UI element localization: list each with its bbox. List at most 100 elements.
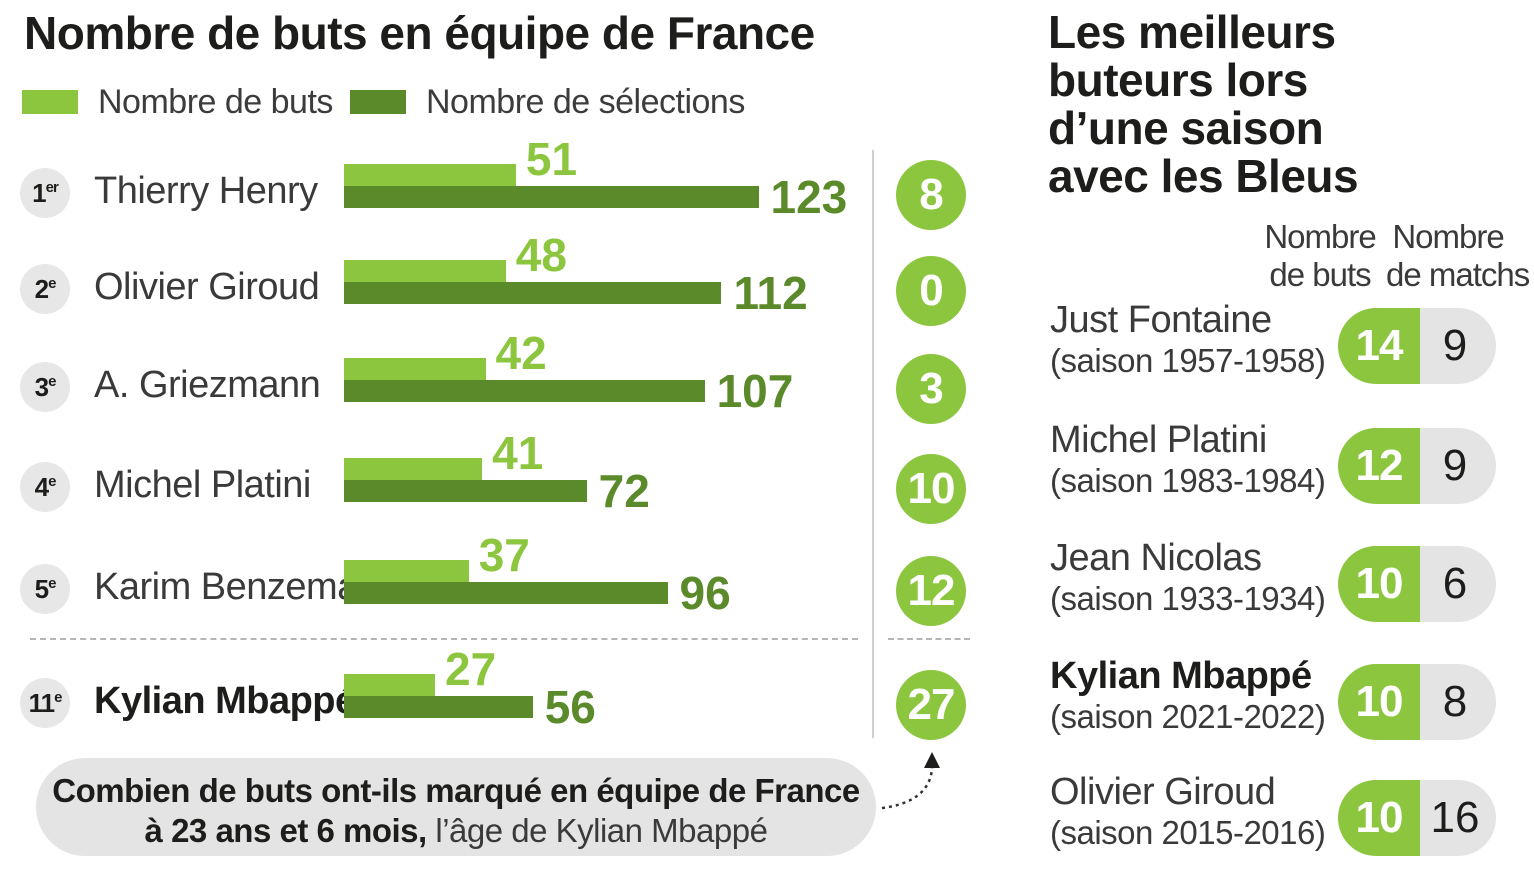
legend-label-goals: Nombre de buts <box>98 82 333 121</box>
rank-number: 11 <box>28 687 55 718</box>
dotted-arrow-icon <box>881 752 940 810</box>
player-name: Thierry Henry <box>94 170 318 212</box>
column-divider <box>872 150 874 738</box>
value-label-goals: 37 <box>478 529 530 581</box>
table-title: Les meilleurs buteurs lors d’une saison … <box>1048 8 1518 200</box>
matches-value: 9 <box>1420 428 1496 504</box>
player-name: Karim Benzema <box>94 566 358 608</box>
scorer-season: (saison 1957-1958) <box>1050 342 1326 379</box>
rank-suffix: e <box>48 274 56 292</box>
bar-selections <box>344 480 587 502</box>
goals-value: 10 <box>1338 546 1420 622</box>
bar-goals <box>344 358 486 380</box>
stats-pill: 10 8 <box>1338 664 1496 740</box>
bar-selections <box>344 582 668 604</box>
rank-number: 1 <box>32 177 47 208</box>
value-label-goals: 41 <box>492 427 544 479</box>
scorer-season: (saison 1983-1984) <box>1050 462 1326 499</box>
goals-at-23-circle: 10 <box>896 454 966 524</box>
stats-pill: 12 9 <box>1338 428 1496 504</box>
value-label-selections: 56 <box>544 681 596 733</box>
bar-goals <box>344 674 435 696</box>
note-line-2: à 23 ans et 6 mois, l’âge de Kylian Mbap… <box>36 812 876 850</box>
chart-title: Nombre de buts en équipe de France <box>24 7 815 59</box>
question-note: Combien de buts ont-ils marqué en équipe… <box>36 758 876 856</box>
rank-suffix: e <box>48 372 56 390</box>
value-label-selections: 96 <box>679 567 731 619</box>
legend-item-selections: Nombre de sélections <box>350 80 745 124</box>
stats-pill: 10 16 <box>1338 780 1496 856</box>
player-name: Michel Platini <box>94 464 311 506</box>
stats-pill: 14 9 <box>1338 308 1496 384</box>
bar-selections <box>344 696 533 718</box>
separator-dashed-left <box>30 638 858 640</box>
value-label-goals: 27 <box>444 643 497 695</box>
bar-goals <box>344 560 469 582</box>
table-title-line: Les meilleurs <box>1048 6 1336 58</box>
goals-at-23-circle: 8 <box>896 160 966 230</box>
value-label-goals: 42 <box>495 327 547 379</box>
separator-dashed-right <box>888 638 970 640</box>
player-name: Olivier Giroud <box>94 266 320 308</box>
rank-number: 5 <box>34 573 50 604</box>
scorer-season: (saison 2021-2022) <box>1050 698 1326 735</box>
scorer-season: (saison 1933-1934) <box>1050 580 1326 617</box>
bar-goals <box>344 458 483 480</box>
legend-swatch-selections <box>350 90 406 114</box>
column-header-goals-line: de buts <box>1269 256 1371 293</box>
scorer-name: Kylian Mbappé <box>1050 655 1312 697</box>
matches-value: 8 <box>1420 664 1496 740</box>
scorer-name: Michel Platini <box>1050 419 1267 461</box>
value-label-selections: 107 <box>716 365 794 417</box>
rank-suffix: e <box>48 574 56 592</box>
rank-number: 3 <box>34 371 50 402</box>
matches-value: 9 <box>1420 308 1496 384</box>
scorer-season: (saison 2015-2016) <box>1050 814 1326 851</box>
value-label-goals: 48 <box>515 229 567 281</box>
column-header-matches-line: Nombre <box>1392 218 1504 255</box>
goals-value: 12 <box>1338 428 1420 504</box>
stats-pill: 10 6 <box>1338 546 1496 622</box>
column-header-goals: Nombre de buts <box>1258 218 1382 294</box>
bar-goals <box>344 164 516 186</box>
note-line-1: Combien de buts ont-ils marqué en équipe… <box>52 772 860 809</box>
bar-selections <box>344 282 722 304</box>
note-line-2-bold: à 23 ans et 6 mois, <box>144 812 428 849</box>
table-title-line: avec les Bleus <box>1048 150 1359 202</box>
bar-selections <box>344 186 759 208</box>
goals-value: 10 <box>1338 664 1420 740</box>
rank-number: 2 <box>34 273 50 304</box>
scorer-name: Just Fontaine <box>1050 299 1272 341</box>
goals-at-23-circle: 27 <box>896 670 966 740</box>
value-label-selections: 112 <box>733 267 808 319</box>
matches-value: 16 <box>1420 780 1496 856</box>
rank-suffix: e <box>54 688 62 706</box>
note-line-2-rest: l’âge de Kylian Mbappé <box>426 812 768 849</box>
player-name: Kylian Mbappé <box>94 680 356 722</box>
scorer-name: Olivier Giroud <box>1050 771 1276 813</box>
legend-item-goals: Nombre de buts <box>22 80 333 124</box>
rank-badge: 1 er <box>20 168 70 218</box>
table-title-line: buteurs lors <box>1048 54 1308 106</box>
player-name: A. Griezmann <box>94 364 321 406</box>
goals-at-23-circle: 3 <box>896 354 966 424</box>
table-title-line: d’une saison <box>1048 102 1324 154</box>
matches-value: 6 <box>1420 546 1496 622</box>
column-header-matches-line: de matchs <box>1386 256 1530 293</box>
legend-label-selections: Nombre de sélections <box>426 82 745 121</box>
column-header-goals-line: Nombre <box>1264 218 1376 255</box>
bar-selections <box>344 380 705 402</box>
value-label-selections: 123 <box>770 171 848 223</box>
goals-at-23-circle: 12 <box>896 556 966 626</box>
value-label-selections: 72 <box>598 465 650 517</box>
rank-number: 4 <box>34 471 50 502</box>
value-label-goals: 51 <box>525 133 578 185</box>
goals-at-23-circle: 0 <box>896 256 966 326</box>
legend-swatch-goals <box>22 90 78 114</box>
bar-goals <box>344 260 506 282</box>
goals-value: 10 <box>1338 780 1420 856</box>
